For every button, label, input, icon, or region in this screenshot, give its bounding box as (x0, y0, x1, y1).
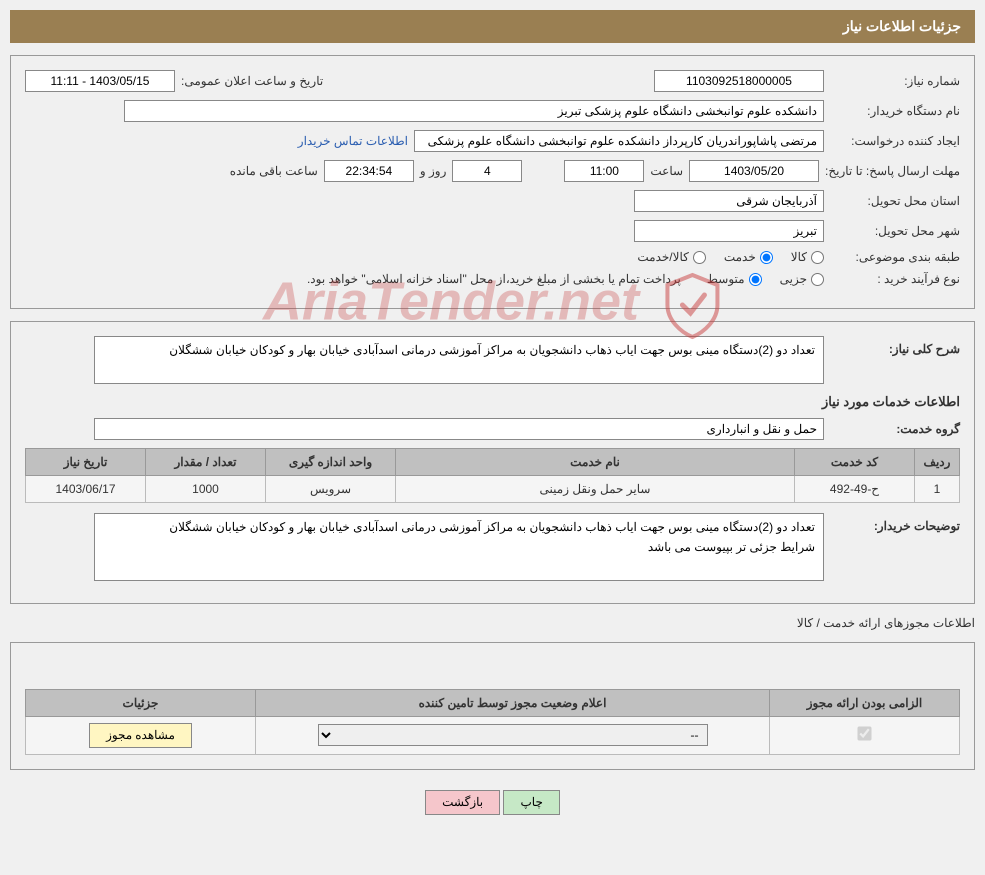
buyer-label: نام دستگاه خریدار: (830, 104, 960, 118)
category-radio-goods[interactable]: کالا (791, 250, 824, 264)
license-table: الزامی بودن ارائه مجوز اعلام وضعیت مجوز … (25, 689, 960, 755)
city-field[interactable] (634, 220, 824, 242)
mandatory-checkbox (857, 727, 871, 741)
desc-label: شرح کلی نیاز: (830, 336, 960, 356)
license-section: الزامی بودن ارائه مجوز اعلام وضعیت مجوز … (10, 642, 975, 770)
view-license-button[interactable]: مشاهده مجوز (89, 723, 192, 748)
services-table: ردیف کد خدمت نام خدمت واحد اندازه گیری ت… (25, 448, 960, 503)
purchase-type-radio-group: جزیی متوسط (707, 272, 824, 286)
category-radio-service[interactable]: خدمت (724, 250, 773, 264)
buyer-contact-link[interactable]: اطلاعات تماس خریدار (298, 134, 408, 148)
creator-field[interactable] (414, 130, 824, 152)
announce-field[interactable] (25, 70, 175, 92)
deadline-label: مهلت ارسال پاسخ: تا تاریخ: (825, 164, 960, 178)
desc-textarea[interactable] (94, 336, 824, 384)
col-unit: واحد اندازه گیری (266, 449, 396, 476)
buyer-note-textarea[interactable] (94, 513, 824, 581)
col-mandatory: الزامی بودن ارائه مجوز (770, 689, 960, 716)
deadline-date-field[interactable] (689, 160, 819, 182)
announce-label: تاریخ و ساعت اعلان عمومی: (181, 74, 323, 88)
col-date: تاریخ نیاز (26, 449, 146, 476)
license-row: -- مشاهده مجوز (26, 716, 960, 754)
days-label: روز و (420, 164, 447, 178)
back-button[interactable]: بازگشت (425, 790, 500, 815)
category-label: طبقه بندی موضوعی: (830, 250, 960, 264)
status-select[interactable]: -- (318, 724, 708, 746)
province-label: استان محل تحویل: (830, 194, 960, 208)
creator-label: ایجاد کننده درخواست: (830, 134, 960, 148)
request-info-section: شماره نیاز: تاریخ و ساعت اعلان عمومی: نا… (10, 55, 975, 309)
number-label: شماره نیاز: (830, 74, 960, 88)
page-title: جزئیات اطلاعات نیاز (843, 18, 961, 34)
purchase-type-label: نوع فرآیند خرید : (830, 272, 960, 286)
col-row: ردیف (915, 449, 960, 476)
payment-note: پرداخت تمام یا بخشی از مبلغ خرید،از محل … (307, 272, 681, 286)
description-section: شرح کلی نیاز: اطلاعات خدمات مورد نیاز گر… (10, 321, 975, 604)
purchase-type-radio-minor[interactable]: جزیی (780, 272, 824, 286)
purchase-type-radio-medium[interactable]: متوسط (707, 272, 762, 286)
category-radio-group: کالا خدمت کالا/خدمت (637, 250, 824, 264)
saat-label: ساعت (650, 164, 683, 178)
col-qty: تعداد / مقدار (146, 449, 266, 476)
license-title: اطلاعات مجوزهای ارائه خدمت / کالا (10, 616, 975, 630)
days-remaining-field[interactable] (452, 160, 522, 182)
deadline-time-field[interactable] (564, 160, 644, 182)
city-label: شهر محل تحویل: (830, 224, 960, 238)
remain-label: ساعت باقی مانده (230, 164, 318, 178)
table-row: 1ح-49-492سایر حمل ونقل زمینیسرویس1000140… (26, 476, 960, 503)
buyer-field[interactable] (124, 100, 824, 122)
services-title: اطلاعات خدمات مورد نیاز (25, 394, 960, 410)
col-details: جزئیات (26, 689, 256, 716)
print-button[interactable]: چاپ (503, 790, 559, 815)
category-radio-both[interactable]: کالا/خدمت (637, 250, 705, 264)
page-root: AriaTender.net جزئیات اطلاعات نیاز شماره… (0, 10, 985, 829)
service-group-label: گروه خدمت: (830, 422, 960, 436)
col-name: نام خدمت (396, 449, 795, 476)
page-title-bar: جزئیات اطلاعات نیاز (10, 10, 975, 43)
number-field[interactable] (654, 70, 824, 92)
province-field[interactable] (634, 190, 824, 212)
col-status: اعلام وضعیت مجوز توسط تامین کننده (256, 689, 770, 716)
col-code: کد خدمت (795, 449, 915, 476)
footer-buttons: چاپ بازگشت (0, 782, 985, 829)
service-group-field[interactable] (94, 418, 824, 440)
time-remaining-field[interactable] (324, 160, 414, 182)
buyer-note-label: توضیحات خریدار: (830, 513, 960, 533)
